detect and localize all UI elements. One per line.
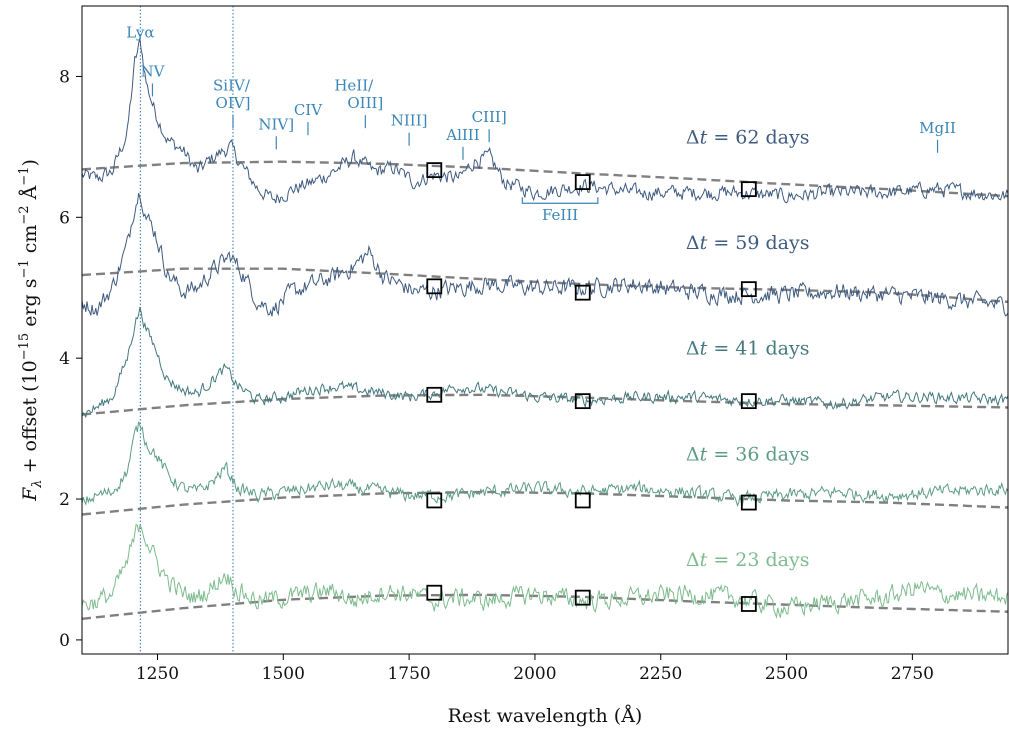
epoch-label-prefix-1: Δ (686, 232, 700, 254)
y-tick-label-3: 6 (59, 208, 70, 228)
continuum-fit-3 (82, 490, 1008, 516)
line-id-label-9: AlIII (445, 126, 479, 144)
y-axis-label-unit1: erg s (19, 279, 41, 333)
epoch-label-prefix-4: Δ (686, 549, 700, 571)
photometry-marker-0-1 (574, 174, 591, 190)
photometry-marker-2-1 (574, 393, 591, 410)
photometry-marker-2-0 (426, 386, 443, 403)
epoch-label-prefix-2: Δ (686, 338, 700, 360)
photometry-marker-1-0 (426, 278, 443, 295)
epoch-label-1: Δt = 59 days (686, 232, 810, 254)
photometry-marker-0-0 (426, 162, 443, 179)
axes-frame (81, 5, 1009, 655)
line-id-label-7: OIII] (347, 94, 383, 112)
y-axis-label-exp4: −1 (17, 167, 32, 186)
photometry-marker-4-1 (574, 589, 591, 606)
x-tick-label-5: 2500 (765, 664, 808, 684)
y-tick-label-1: 2 (59, 490, 70, 510)
epoch-label-suffix-1: = 59 days (707, 232, 809, 254)
line-id-label-0: Lyα (126, 24, 154, 42)
y-axis-label-unit3: Å (19, 185, 41, 205)
photometry-marker-3-2 (740, 494, 757, 511)
epoch-label-var-0: t (700, 126, 708, 148)
line-id-label-5: CIV (294, 101, 323, 119)
y-tick-label-2: 4 (59, 349, 70, 369)
photometry-marker-1-2 (740, 281, 757, 298)
photometry-marker-4-0 (426, 584, 443, 601)
continuum-fit-2 (82, 393, 1008, 416)
y-axis-label-exp2: −1 (17, 259, 32, 278)
spectrum-line-2 (82, 306, 1008, 419)
spectrum-line-1 (82, 192, 1008, 317)
x-tick-label-4: 2250 (639, 664, 682, 684)
spectrum-line-3 (82, 421, 1008, 507)
photometry-marker-0-2 (740, 181, 757, 198)
plot-area (82, 6, 1008, 654)
line-id-label-3: OIV] (216, 94, 251, 112)
x-tick-label-6: 2750 (891, 664, 934, 684)
x-tick-label-1: 1500 (262, 664, 305, 684)
photometry-marker-1-1 (574, 284, 591, 301)
photometry-marker-2-2 (740, 393, 757, 410)
y-tick-label-0: 0 (59, 631, 70, 651)
epoch-label-suffix-2: = 41 days (707, 338, 809, 360)
y-axis-label-exp1: −15 (17, 333, 32, 360)
spectrum-line-4 (82, 523, 1008, 619)
line-id-label-6: HeII/ (334, 77, 374, 95)
line-id-label-2: SiIV/ (213, 77, 251, 95)
spectrum-line-0 (82, 38, 1008, 204)
axes: 1250 1500 1750 2000 2250 2500 2750 0 2 4 6 8 (59, 5, 1009, 684)
x-axis-label: Rest wavelength (Å) (448, 705, 643, 727)
feiii-label: FeIII (542, 206, 578, 224)
line-id-label-4: NIV] (258, 115, 294, 133)
y-axis-label-unit2: cm (19, 225, 41, 260)
y-axis-label-close: ) (19, 159, 41, 166)
x-tick-label-3: 2000 (513, 664, 556, 684)
epoch-label-suffix-3: = 36 days (707, 443, 809, 465)
y-axis-label-exp3: −2 (17, 205, 32, 224)
epoch-label-prefix-0: Δ (686, 126, 700, 148)
y-tick-label-4: 8 (59, 67, 70, 87)
x-tick-label-2: 1750 (387, 664, 430, 684)
epoch-label-4: Δt = 23 days (686, 549, 810, 571)
epoch-label-0: Δt = 62 days (686, 126, 810, 148)
continuum-fit-4 (82, 593, 1008, 620)
epoch-label-suffix-4: = 23 days (707, 549, 809, 571)
line-identifications: Lyα NV SiIV/OIV] NIV]CIV HeII/OIII] NIII] AlII… (126, 24, 956, 225)
feiii-bracket (521, 197, 599, 204)
epoch-label-prefix-3: Δ (686, 443, 700, 465)
epoch-label-2: Δt = 41 days (686, 338, 810, 360)
epoch-label-suffix-0: = 62 days (707, 126, 809, 148)
epoch-label-var-2: t (700, 338, 708, 360)
photometry-marker-4-2 (740, 596, 757, 612)
line-id-label-8: NIII] (391, 112, 428, 130)
photometry-marker-3-0 (426, 492, 443, 509)
epoch-label-var-3: t (700, 443, 708, 465)
y-axis-label-offset: + offset (10 (19, 360, 41, 479)
y-axis-label-f: F (19, 487, 41, 502)
line-id-label-11: MgII (919, 119, 956, 137)
y-axis-label-lambda: λ (30, 479, 45, 488)
x-tick-label-0: 1250 (136, 664, 179, 684)
photometry-marker-3-1 (574, 492, 591, 509)
line-id-label-1: NV (140, 62, 165, 80)
y-axis-label: Fλ + offset (10−15 erg s−1 cm−2 Å−1) (17, 159, 45, 502)
line-id-label-10: CIII] (472, 108, 507, 126)
epoch-label-var-1: t (700, 232, 708, 254)
epoch-label-3: Δt = 36 days (686, 443, 810, 465)
epoch-label-var-4: t (700, 549, 708, 571)
